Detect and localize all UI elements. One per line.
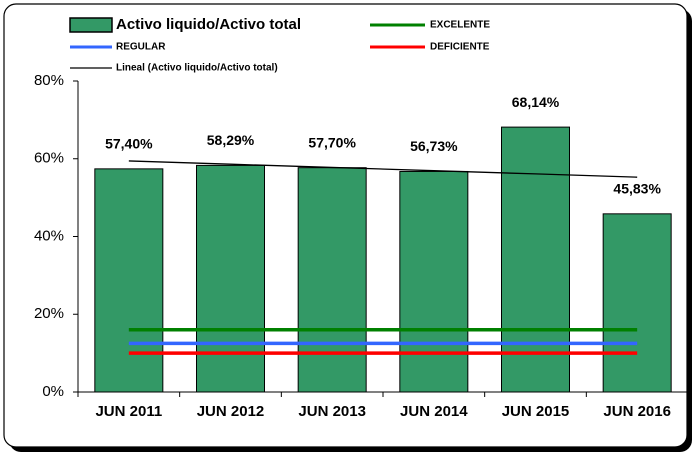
data-label: 45,83% (613, 181, 661, 197)
data-label: 57,40% (105, 136, 153, 152)
bar (501, 126, 570, 393)
data-label: 57,70% (308, 134, 356, 150)
bar (297, 167, 367, 393)
reference-line (128, 160, 638, 178)
x-tick-label: JUN 2013 (298, 403, 366, 420)
legend-label: DEFICIENTE (430, 42, 490, 53)
x-tick-label: JUN 2016 (603, 403, 671, 420)
legend-swatch (69, 17, 113, 33)
y-tick-label: 20% (34, 305, 64, 322)
y-tick-label: 0% (42, 383, 64, 400)
bar (602, 213, 672, 393)
data-label: 56,73% (410, 138, 458, 154)
x-tick-label: JUN 2012 (197, 403, 265, 420)
y-tick-label: 40% (34, 227, 64, 244)
y-tick-label: 80% (34, 72, 64, 89)
bar (196, 164, 265, 393)
data-label: 58,29% (207, 132, 255, 148)
legend-label: REGULAR (116, 42, 166, 53)
data-label: 68,14% (512, 94, 560, 110)
bar (399, 170, 469, 393)
x-tick-label: JUN 2015 (502, 403, 570, 420)
legend-label: EXCELENTE (430, 20, 490, 31)
bar (94, 168, 164, 393)
legend-label: Lineal (Activo liquido/Activo total) (116, 63, 278, 74)
legend-label: Activo liquido/Activo total (116, 16, 301, 33)
y-tick-label: 60% (34, 150, 64, 167)
x-tick-label: JUN 2011 (95, 403, 162, 420)
x-tick-label: JUN 2014 (400, 403, 468, 420)
